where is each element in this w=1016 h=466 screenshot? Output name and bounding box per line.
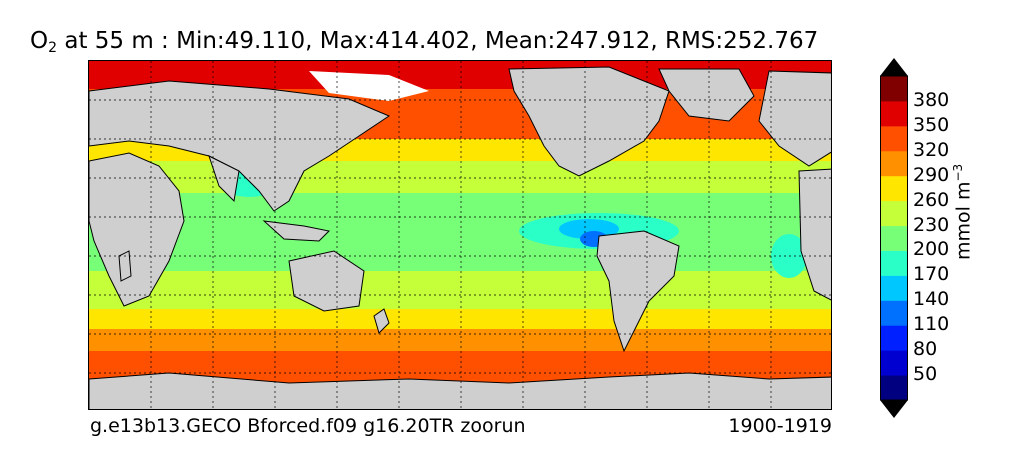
colorbar-under-arrow — [880, 400, 908, 418]
unit-base: mmol m — [952, 181, 975, 260]
land-europe — [758, 70, 831, 167]
colorbar-segment — [880, 125, 908, 152]
colorbar-tick-label: 260 — [913, 188, 950, 211]
band-tropical — [89, 193, 831, 271]
graticule — [89, 61, 831, 409]
colorbar-tick-label: 320 — [913, 138, 950, 161]
colorbar-tick-label: 290 — [913, 163, 950, 186]
colorbar-tick-label: 50 — [913, 363, 938, 386]
colorbar-over-arrow — [880, 58, 908, 76]
colorbar — [880, 58, 908, 418]
land-indonesia — [262, 220, 331, 242]
land-madagascar — [118, 250, 132, 282]
colorbar-tick-label: 380 — [913, 88, 950, 111]
colorbar-segment — [880, 300, 908, 326]
title-stats: at 55 m : Min:49.110, Max:414.402, Mean:… — [64, 28, 819, 54]
colorbar-tick-label: 170 — [913, 263, 950, 286]
colorbar-segment — [880, 175, 908, 202]
case-name: g.e13b13.GECO Bforced.f09 g16.20TR zooru… — [90, 415, 526, 437]
plot-title: O2 at 55 m : Min:49.110, Max:414.402, Me… — [30, 28, 818, 56]
land-north-america — [508, 66, 670, 177]
colorbar-segment — [880, 275, 908, 301]
map-canvas — [89, 61, 831, 409]
colorbar-segment — [880, 350, 908, 376]
band-north-sub — [89, 161, 831, 193]
land-africa — [89, 152, 185, 307]
colorbar-unit: mmol m−3 — [951, 164, 974, 260]
title-subscript: 2 — [48, 40, 58, 56]
land-south-america — [596, 230, 680, 353]
unit-exp: −3 — [951, 163, 965, 182]
colorbar-segment — [880, 375, 908, 401]
land-australia — [288, 250, 365, 312]
land-africa-east — [798, 168, 831, 301]
ice-arctic — [309, 71, 429, 101]
colorbar-tick-label: 350 — [913, 113, 950, 136]
colorbar-segment — [880, 100, 908, 127]
year-range: 1900-1919 — [728, 415, 832, 437]
land-antarctica — [89, 372, 831, 409]
colorbar-segment — [880, 76, 908, 102]
colorbar-segment — [880, 150, 908, 177]
colorbar-tick-label: 110 — [913, 313, 950, 336]
colorbar-segment — [880, 325, 908, 351]
title-variable: O — [30, 28, 49, 54]
colorbar-tick-label: 140 — [913, 288, 950, 311]
band-south-mid — [89, 309, 831, 329]
colorbar-tick-label: 80 — [913, 338, 938, 361]
colorbar-tick-label: 200 — [913, 238, 950, 261]
land-eurasia — [89, 80, 391, 212]
band-south-sub — [89, 271, 831, 309]
land-india — [208, 155, 240, 203]
land-greenland — [658, 68, 755, 122]
land-new-zealand — [373, 308, 390, 334]
band-south-orange — [89, 329, 831, 351]
colorbar-segment — [880, 200, 908, 227]
colorbar-segment — [880, 250, 908, 276]
colorbar-segment — [880, 225, 908, 251]
ocean-map — [88, 60, 832, 410]
colorbar-tick-label: 230 — [913, 213, 950, 236]
